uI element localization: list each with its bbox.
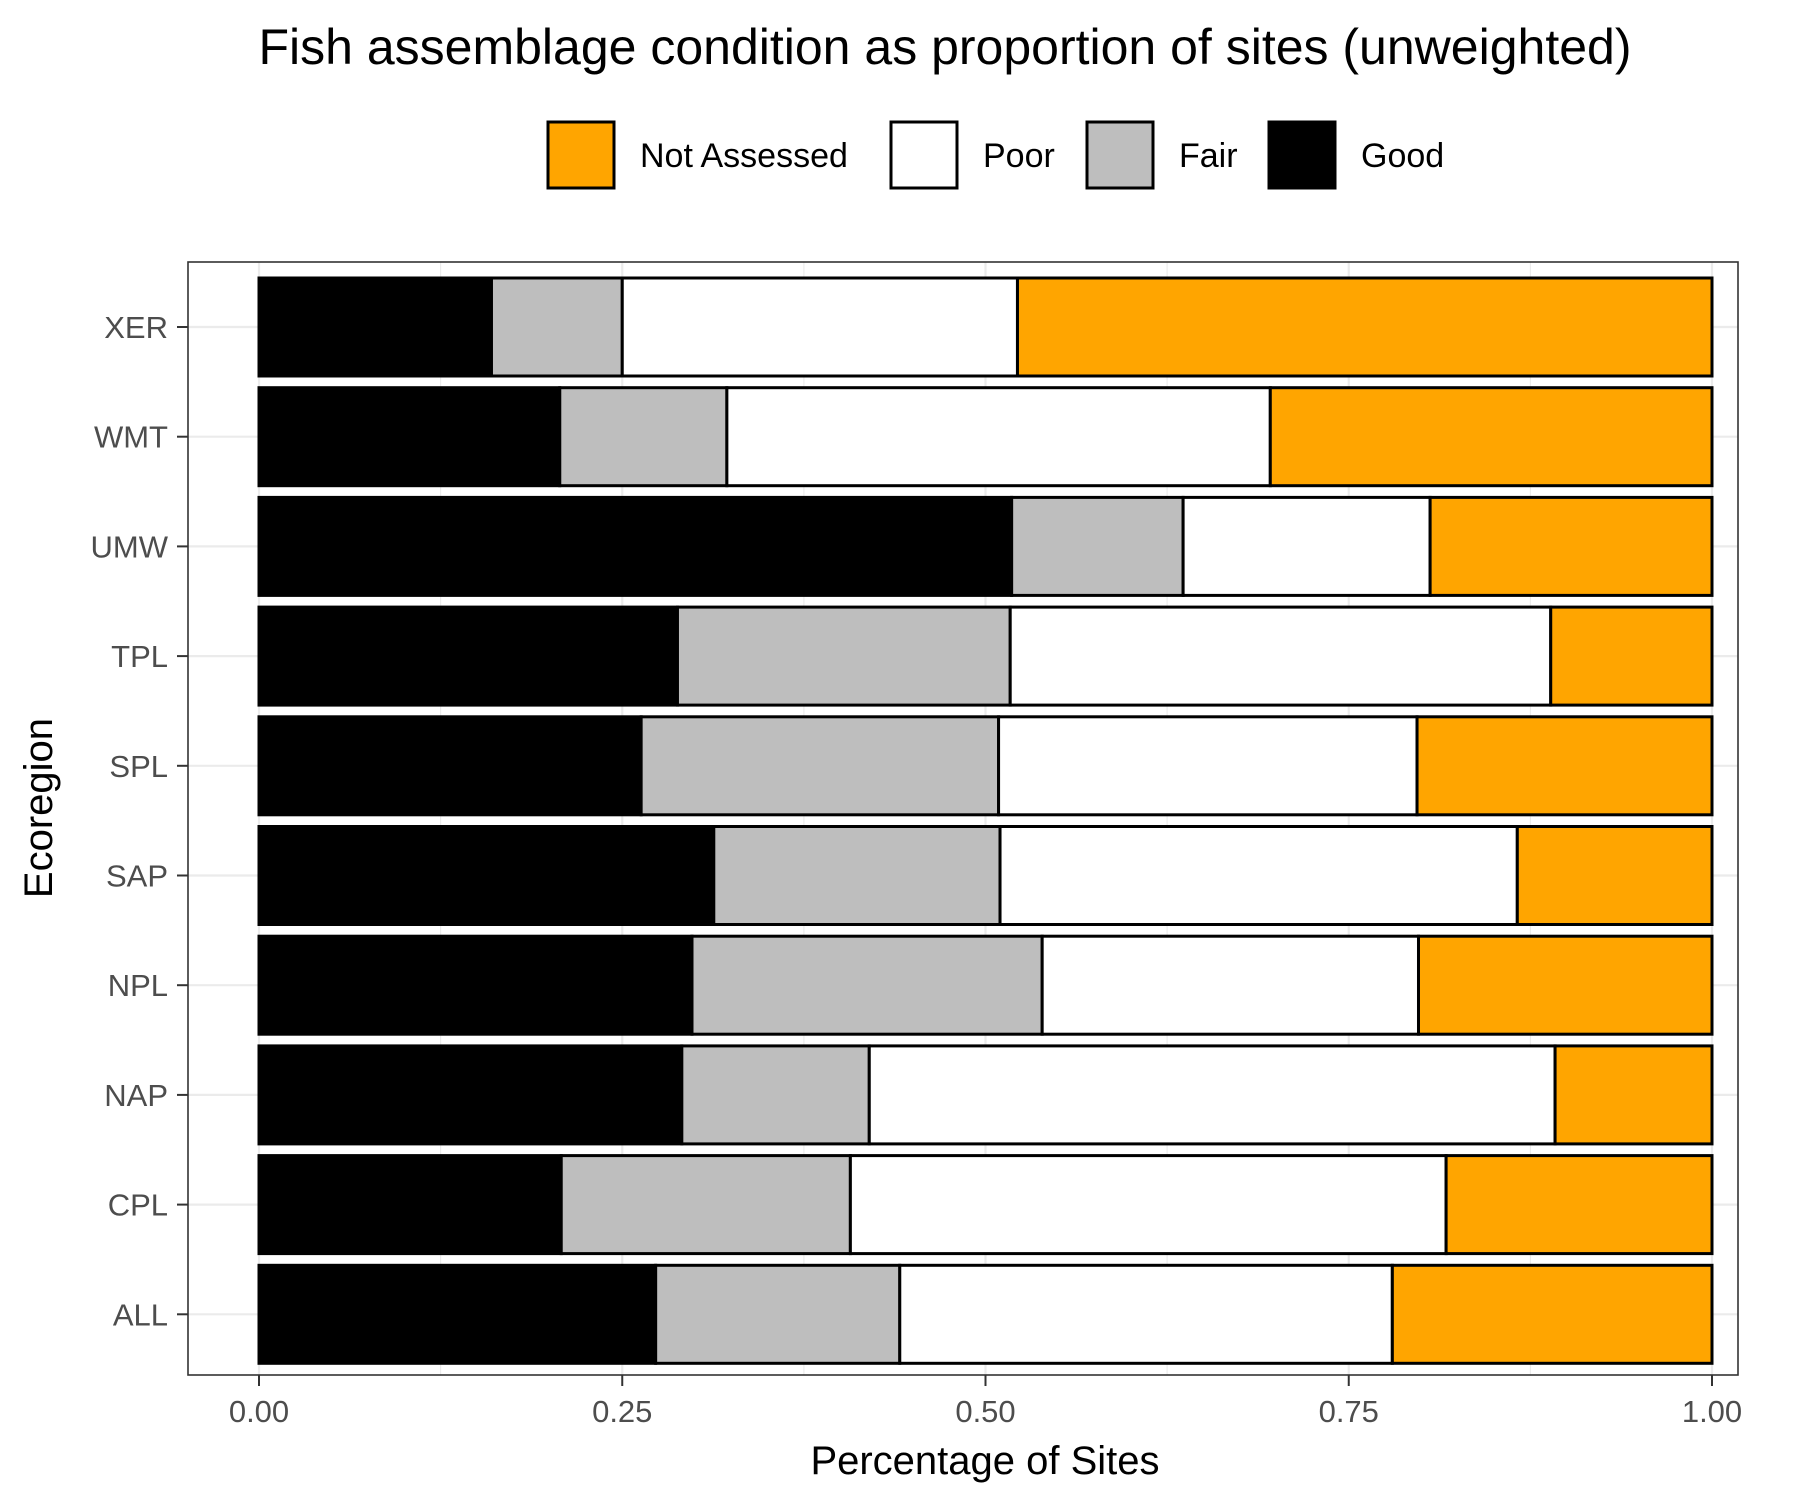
bar-segment-npl-good: [257, 934, 694, 1036]
bar-segment-cpl-good: [257, 1154, 563, 1256]
bar-segment-umw-poor: [1181, 495, 1432, 597]
bar-segment-xer-fair: [489, 276, 624, 378]
bar-segment-cpl-fair: [559, 1154, 852, 1256]
y-tick-label: NAP: [104, 1078, 168, 1113]
legend-swatch-fair: [1085, 120, 1155, 190]
bar-segment-umw-not-assessed: [1428, 495, 1714, 597]
panel-border: [187, 261, 1739, 1376]
plot-area: XER WMT UMW TPL SPL SAP NPL NAP CPL ALL 0.00 0.25 0.…: [91, 261, 1742, 1429]
bar-segment-umw-fair: [1010, 495, 1185, 597]
legend-swatch-good: [1267, 120, 1337, 190]
x-axis-title: Percentage of Sites: [810, 1439, 1159, 1483]
bar-segment-wmt-good: [257, 386, 562, 488]
bar-segment-nap-fair: [680, 1044, 871, 1146]
chart-title: Fish assemblage condition as proportion …: [259, 19, 1632, 75]
bar-group-umw: [257, 495, 1714, 597]
y-tick-label: ALL: [113, 1297, 168, 1332]
bar-segment-wmt-not-assessed: [1268, 386, 1714, 488]
x-tick-label: 0.00: [229, 1394, 289, 1429]
bar-segment-all-good: [257, 1263, 658, 1365]
bar-group-tpl: [257, 605, 1714, 707]
bar-segment-tpl-poor: [1008, 605, 1553, 707]
y-tick-label: TPL: [111, 639, 168, 674]
bar-group-xer: [257, 276, 1714, 378]
bar-segment-spl-not-assessed: [1415, 715, 1714, 817]
bar-segment-spl-good: [257, 715, 643, 817]
bar-group-wmt: [257, 386, 1714, 488]
x-tick-label: 1.00: [1682, 1394, 1742, 1429]
legend-label-poor: Poor: [983, 137, 1055, 175]
y-tick-label: UMW: [91, 529, 169, 564]
bar-segment-tpl-fair: [675, 605, 1012, 707]
y-tick-label: NPL: [108, 968, 168, 1003]
legend-swatch-poor: [889, 120, 959, 190]
bar-segment-all-poor: [898, 1263, 1394, 1365]
bar-segment-xer-good: [257, 276, 493, 378]
y-tick-label: SAP: [106, 859, 168, 894]
bar-group-cpl: [257, 1154, 1714, 1256]
bar-segment-all-fair: [654, 1263, 902, 1365]
bar-group-npl: [257, 934, 1714, 1036]
bar-segment-spl-fair: [639, 715, 1001, 817]
legend: Not Assessed Poor Fair Good: [546, 120, 1444, 190]
bar-group-sap: [257, 825, 1714, 926]
bar-group-all: [257, 1263, 1714, 1365]
bar-segment-cpl-poor: [848, 1154, 1448, 1256]
bar-segment-xer-not-assessed: [1015, 276, 1714, 378]
y-tick-label: XER: [104, 310, 168, 345]
bar-segment-all-not-assessed: [1390, 1263, 1714, 1365]
y-tick-label: SPL: [109, 749, 168, 784]
bar-segment-npl-not-assessed: [1416, 934, 1714, 1036]
bar-segment-umw-good: [257, 495, 1014, 597]
legend-swatch-not-assessed: [546, 120, 616, 190]
bar-segment-nap-not-assessed: [1553, 1044, 1714, 1146]
bar-segment-npl-poor: [1040, 934, 1420, 1036]
bar-segment-nap-good: [257, 1044, 684, 1146]
y-axis-title: Ecoregion: [17, 718, 61, 898]
bar-segment-tpl-not-assessed: [1549, 605, 1714, 707]
bar-segment-sap-fair: [712, 825, 1002, 926]
bar-segment-tpl-good: [257, 605, 679, 707]
bar-segment-cpl-not-assessed: [1444, 1154, 1714, 1256]
bar-segment-xer-poor: [620, 276, 1019, 378]
bar-group-spl: [257, 715, 1714, 817]
bar-segment-sap-not-assessed: [1515, 825, 1714, 926]
legend-label-not-assessed: Not Assessed: [640, 137, 848, 175]
bar-segment-sap-good: [257, 825, 716, 926]
bar-segment-wmt-fair: [558, 386, 729, 488]
bar-segment-sap-poor: [998, 825, 1519, 926]
bar-segment-spl-poor: [997, 715, 1419, 817]
bar-segment-wmt-poor: [725, 386, 1272, 488]
bar-segment-npl-fair: [690, 934, 1044, 1036]
x-tick-label: 0.75: [1319, 1394, 1379, 1429]
legend-label-fair: Fair: [1179, 137, 1238, 175]
x-tick-label: 0.25: [592, 1394, 652, 1429]
bar-segment-nap-poor: [867, 1044, 1557, 1146]
y-tick-label: CPL: [108, 1188, 168, 1223]
legend-label-good: Good: [1361, 137, 1444, 175]
x-tick-label: 0.50: [955, 1394, 1015, 1429]
bar-group-nap: [257, 1044, 1714, 1146]
y-tick-label: WMT: [94, 420, 168, 455]
